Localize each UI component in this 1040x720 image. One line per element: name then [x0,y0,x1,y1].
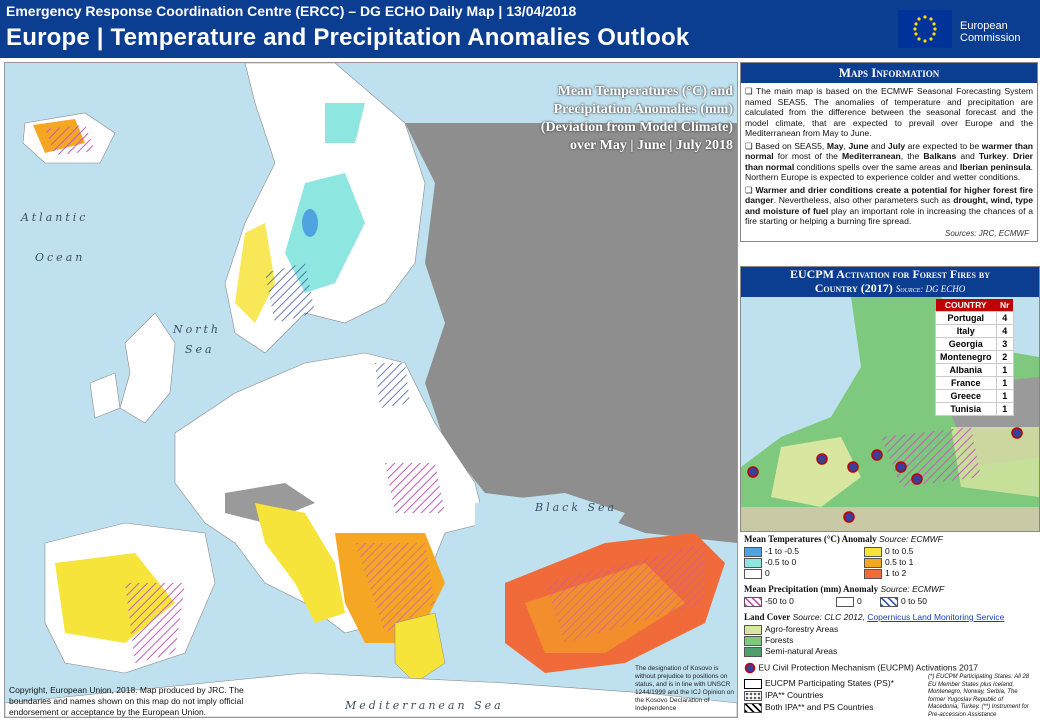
info-paragraph-2: ❏ Based on SEAS5, May, June and July are… [745,140,1034,183]
table-row: Albania 1 [935,363,1014,377]
column-nr: Nr [996,299,1014,312]
legend-prec-item: 0 to 50 [880,596,927,607]
legend-temp-item: 1 to 2 [864,568,906,579]
map-legend: Mean Temperatures (°C) Anomaly Source: E… [740,532,1038,718]
non-eu-east-region [405,123,737,543]
legend-footnote: (*) EUCPM Participating States: All 28 E… [928,674,1030,718]
info-paragraph-3: ❏ Warmer and drier conditions create a p… [745,184,1034,227]
activation-marker [816,453,828,465]
kosovo-disclaimer: The designation of Kosovo is without pre… [635,665,735,712]
page-title: Europe | Temperature and Precipitation A… [6,24,690,51]
maps-information-heading: Maps Information [741,63,1037,83]
activation-count: 1 [995,376,1014,390]
legend-both-item: Both IPA** and PS Countries [744,702,874,713]
activation-count: 1 [995,363,1014,377]
north-sea-label-1: North [173,323,222,336]
legend-prec-item: -50 to 0 [744,596,794,607]
table-row: Georgia 3 [935,337,1014,351]
table-row: Portugal 4 [935,311,1014,325]
legend-temp-item: 0 to 0.5 [864,546,913,557]
info-sources: Sources: JRC, ECMWF [944,228,1029,238]
sweden-cold-spot [302,209,318,237]
legend-landcover-title: Land Cover Source: CLC 2012, Copernicus … [744,612,1005,622]
main-map: Mean Temperatures (°C) and Precipitation… [4,62,738,718]
copyright-notice: Copyright, European Union, 2018. Map pro… [9,685,244,717]
activation-count: 4 [995,311,1014,325]
table-row: Tunisia 1 [935,402,1014,416]
legend-land-item: Forests [744,635,793,646]
eu-logo-text: European Commission [960,20,1021,44]
maps-information-text: ❏ The main map is based on the ECMWF Sea… [741,83,1037,241]
black-sea-label: Black Sea [535,501,618,514]
activation-marker [1011,427,1023,439]
activation-marker [747,466,759,478]
legend-temp-item: 0 [744,568,770,579]
ocean-label: Ocean [35,251,86,264]
legend-ipa-item: IPA** Countries [744,690,823,701]
legend-temperature-title: Mean Temperatures (°C) Anomaly Source: E… [744,534,943,544]
legend-eucpm-title: EU Civil Protection Mechanism (EUCPM) Ac… [744,662,978,674]
atlantic-label: Atlantic [21,211,89,224]
table-row: Greece 1 [935,389,1014,403]
country-name: Italy [935,324,997,338]
header-subtitle: Emergency Response Coordination Centre (… [6,3,577,19]
activation-marker-icon [744,662,756,674]
map-title: Mean Temperatures (°C) and Precipitation… [540,84,733,153]
legend-land-item: Agro-forestry Areas [744,624,838,635]
activations-table: COUNTRY Nr Portugal 4 Italy 4 Georgia 3 Montene… [935,299,1014,416]
activation-marker [871,449,883,461]
activation-count: 1 [995,402,1014,416]
activation-marker [847,461,859,473]
legend-temp-item: -1 to -0.5 [744,546,799,557]
activation-count: 3 [995,337,1014,351]
column-country: COUNTRY [935,299,996,312]
info-paragraph-1: ❏ The main map is based on the ECMWF Sea… [745,86,1034,138]
activation-count: 2 [995,350,1014,364]
legend-ps-item: EUCPM Participating States (PS)* [744,678,894,689]
table-row: Italy 4 [935,324,1014,338]
united-kingdom [119,312,176,424]
country-name: Greece [935,389,997,403]
map-graphic [5,63,737,717]
european-commission-logo: European Commission [898,6,1034,52]
activation-count: 1 [995,389,1014,403]
activation-marker [843,511,855,523]
legend-temp-item: -0.5 to 0 [744,557,796,568]
ireland [89,372,121,419]
country-name: Montenegro [935,350,997,364]
black-sea [475,493,625,553]
italy-warm-anomaly [255,503,345,623]
activation-marker [911,473,923,485]
maps-information-panel: Maps Information ❏ The main map is based… [740,62,1038,242]
activation-count: 4 [995,324,1014,338]
table-row: Montenegro 2 [935,350,1014,364]
legend-prec-item: 0 [836,596,862,607]
north-sea-label-2: Sea [185,343,215,356]
country-name: Georgia [935,337,997,351]
eucpm-inset-map: EUCPM Activation for Forest Fires by Cou… [740,266,1040,532]
eu-flag-icon [898,10,952,48]
greece [394,612,446,684]
country-name: Albania [935,363,997,377]
country-name: France [935,376,997,390]
country-name: Tunisia [935,402,997,416]
mediterranean-label: Mediterranean Sea [345,699,504,712]
legend-precipitation-title: Mean Precipitation (mm) Anomaly Source: … [744,584,945,594]
country-name: Portugal [935,311,997,325]
legend-temp-item: 0.5 to 1 [864,557,913,568]
copernicus-link[interactable]: Copernicus Land Monitoring Service [867,612,1005,622]
activation-marker [895,461,907,473]
inset-heading: EUCPM Activation for Forest Fires by Cou… [741,267,1039,297]
table-row: France 1 [935,376,1014,390]
header-bar: Emergency Response Coordination Centre (… [0,0,1040,58]
north-africa [5,672,737,717]
legend-land-item: Semi-natural Areas [744,646,837,657]
